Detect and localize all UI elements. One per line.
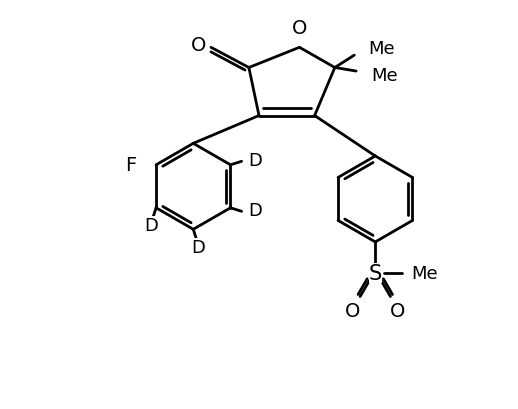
Text: O: O <box>292 19 307 38</box>
Text: F: F <box>125 156 137 175</box>
Text: O: O <box>345 301 360 320</box>
Text: Me: Me <box>371 66 398 84</box>
Text: D: D <box>144 217 158 235</box>
Text: O: O <box>191 36 206 55</box>
Text: D: D <box>248 151 262 169</box>
Text: Me: Me <box>369 40 395 58</box>
Text: D: D <box>248 202 262 220</box>
Text: S: S <box>369 264 382 283</box>
Text: Me: Me <box>412 265 438 283</box>
Text: O: O <box>391 301 406 320</box>
Text: D: D <box>191 238 205 256</box>
